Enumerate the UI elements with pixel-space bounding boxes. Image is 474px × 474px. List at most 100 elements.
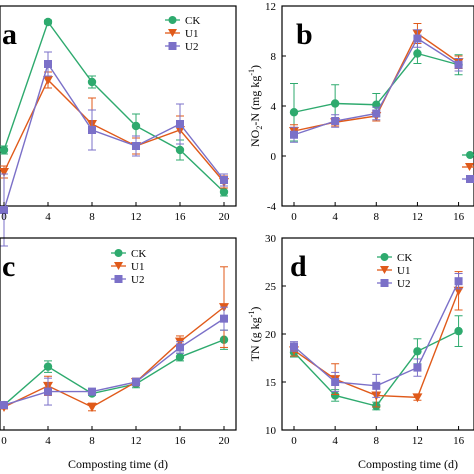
data-point-u2 [331, 117, 340, 125]
x-tick-label: 4 [332, 435, 338, 447]
y-tick-label: 10 [265, 425, 277, 437]
legend-ck-label: CK [185, 15, 200, 27]
x-tick-label: 8 [374, 211, 380, 223]
x-tick-label: 12 [131, 435, 142, 447]
series-line-ck [3, 20, 225, 193]
panel-d-x-ticks: 0 4 8 12 16 [291, 426, 465, 447]
data-point-ck [413, 49, 422, 58]
panel-a-letter: a [2, 18, 17, 51]
panel-d-plot [289, 271, 464, 411]
panel-b-plot [289, 23, 464, 143]
panel-c-legend: CK U1 U2 [111, 248, 146, 286]
data-point-u2 [290, 342, 298, 351]
data-point-u2 [0, 206, 8, 214]
data-point-u1 [87, 402, 97, 412]
data-point-u2 [132, 378, 140, 386]
panel-c-plot [0, 266, 229, 412]
panel-c-letter: c [2, 250, 15, 283]
x-tick-label: 8 [89, 211, 95, 223]
x-tick-label: 8 [374, 435, 380, 447]
series-line-u2 [3, 318, 225, 406]
x-tick-label: 16 [175, 435, 187, 447]
y-tick-label: 30 [265, 233, 277, 245]
data-point-u2 [290, 130, 298, 139]
panel-d-y-axis-label: TN (g kg-1) [247, 307, 262, 362]
legend-u2-label: U2 [397, 278, 410, 290]
data-point-u2 [88, 126, 96, 134]
data-point-u2 [88, 387, 96, 396]
series-line-u2 [293, 280, 460, 387]
legend-u1-label: U1 [131, 261, 144, 273]
panel-d-legend: CK U1 U2 [377, 252, 412, 290]
x-tick-label: 0 [291, 211, 297, 223]
data-point-u2 [372, 109, 381, 118]
y-tick-label: 15 [265, 377, 277, 389]
data-point-ck [330, 99, 340, 108]
legend-u1-marker [380, 266, 389, 274]
legend-u1-label: U1 [185, 28, 198, 40]
data-point-u1 [0, 168, 9, 177]
legend-ck-marker [168, 16, 177, 24]
data-point-u2 [220, 314, 228, 323]
legend-ck-marker [380, 253, 389, 261]
data-point-u2 [220, 176, 228, 184]
panel-b-y-ticks: -4 0 4 8 12 [265, 1, 286, 213]
x-tick-label: 12 [412, 211, 423, 223]
legend-u1-marker [168, 29, 177, 37]
panel-b-letter: b [296, 18, 313, 51]
data-point-u2 [413, 363, 422, 372]
legend-u2-marker [380, 279, 389, 287]
data-point-u2 [454, 277, 463, 286]
panel-c-x-ticks: 0 4 8 12 16 20 [1, 426, 230, 447]
data-point-ck [87, 77, 97, 87]
y-tick-label: 20 [265, 329, 277, 341]
x-tick-label: 0 [291, 435, 297, 447]
panel-a: a CK U1 U2 0 4 8 12 16 20 [0, 5, 237, 247]
data-point-ck [289, 108, 299, 117]
panel-c-x-axis-label: Composting time (d) [68, 457, 168, 471]
series-line-u1 [3, 78, 225, 183]
legend-ck-marker [114, 249, 123, 257]
series-line-u2 [3, 62, 225, 211]
panel-d-letter: d [290, 250, 307, 283]
panel-d-y-ticks: 10 15 20 25 30 [265, 233, 286, 437]
panel-a-plot [0, 17, 229, 247]
data-point-u2 [331, 378, 340, 386]
data-point-u2 [44, 387, 52, 396]
x-tick-label: 16 [453, 435, 465, 447]
panel-b-legend-partial [462, 151, 474, 183]
x-tick-label: 0 [1, 435, 7, 447]
data-point-u2 [413, 34, 422, 43]
legend-u2-label: U2 [131, 274, 144, 286]
panel-a-x-ticks: 0 4 8 12 16 20 [1, 202, 230, 223]
legend-ck-label: CK [131, 248, 146, 260]
panel-d-frame [281, 237, 474, 431]
y-tick-label: 12 [265, 1, 276, 13]
x-tick-label: 0 [1, 211, 7, 223]
panel-b: b NO2-N (mg kg-1) -4 0 4 8 12 0 4 8 12 16 [247, 1, 474, 223]
data-point-ck [175, 145, 185, 155]
legend-u1-label: U1 [397, 265, 410, 277]
legend-u2-label: U2 [185, 41, 198, 53]
y-tick-label: 4 [271, 101, 277, 113]
legend-u1-marker [114, 262, 123, 270]
x-tick-label: 20 [219, 435, 231, 447]
data-point-u2 [132, 142, 140, 150]
data-point-ck [43, 17, 53, 27]
panel-d-x-axis-label: Composting time (d) [358, 457, 458, 471]
data-point-ck [219, 187, 229, 197]
panel-c-frame [0, 237, 237, 431]
data-point-u1 [43, 76, 53, 85]
data-point-u1 [412, 393, 423, 403]
x-tick-label: 16 [175, 211, 187, 223]
x-tick-label: 16 [453, 211, 465, 223]
data-point-ck [175, 352, 185, 362]
x-tick-label: 12 [131, 211, 142, 223]
data-point-u2 [0, 401, 8, 410]
y-tick-label: -4 [267, 201, 277, 213]
data-point-ck [413, 347, 422, 356]
panel-b-y-axis-label: NO2-N (mg kg-1) [247, 65, 264, 147]
panel-a-frame [0, 5, 237, 207]
data-point-u2 [454, 60, 463, 69]
